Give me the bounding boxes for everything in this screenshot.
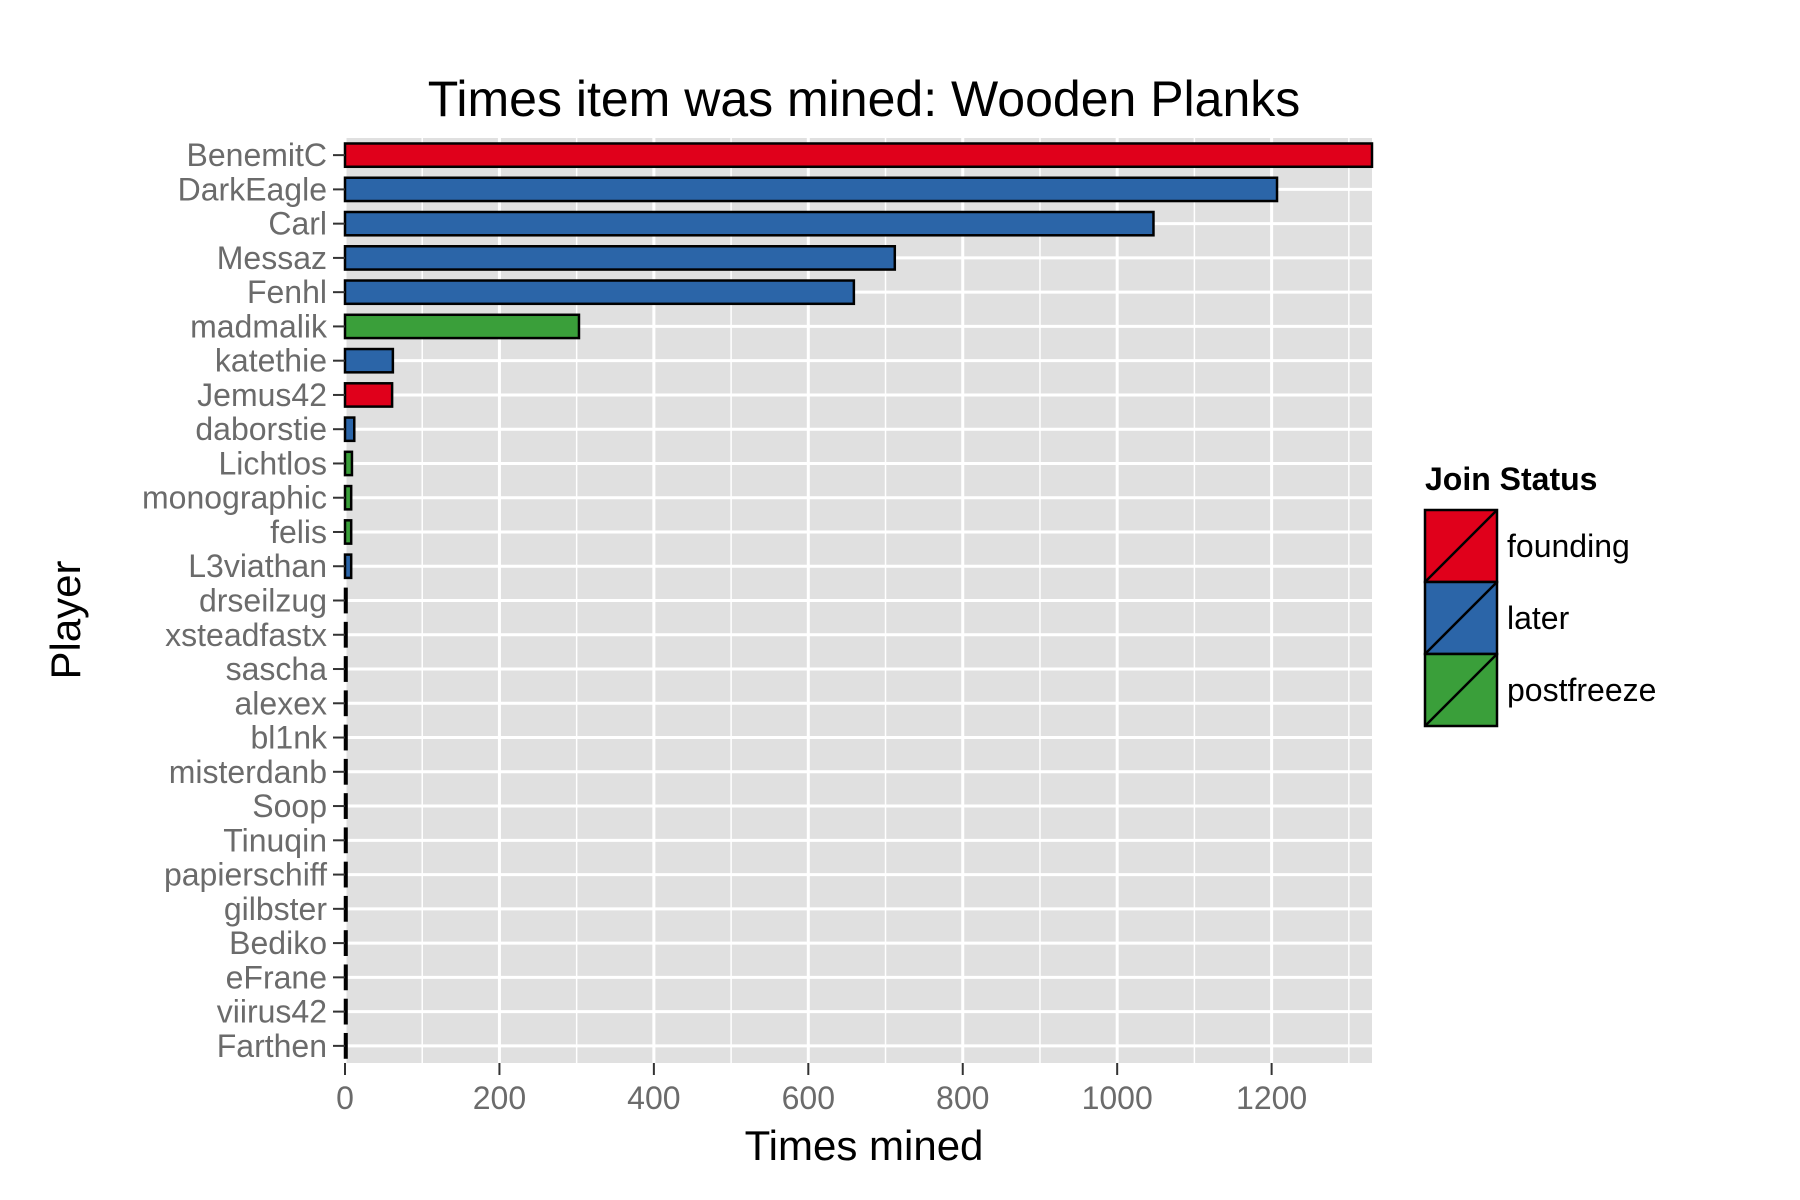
legend-title: Join Status bbox=[1425, 461, 1597, 497]
bar-papierschiff bbox=[343, 861, 348, 888]
y-tick-label: madmalik bbox=[190, 308, 328, 344]
y-tick-label: Carl bbox=[268, 206, 327, 242]
bar-bediko bbox=[343, 930, 348, 956]
x-tick-label: 800 bbox=[936, 1080, 989, 1116]
bar-carl bbox=[343, 210, 1155, 237]
x-tick-label: 200 bbox=[473, 1080, 526, 1116]
y-tick-label: xsteadfastx bbox=[165, 617, 327, 653]
y-tick-label: Bediko bbox=[229, 925, 327, 961]
legend-key-diagonal bbox=[1424, 509, 1498, 583]
y-tick-label: gilbster bbox=[224, 891, 328, 927]
y-tick-label: Jemus42 bbox=[197, 377, 327, 413]
y-tick-label: viirus42 bbox=[217, 994, 327, 1030]
y-tick-label: papierschiff bbox=[164, 857, 327, 893]
y-tick-label: sascha bbox=[226, 651, 328, 687]
y-tick-label: daborstie bbox=[195, 411, 327, 447]
y-tick-label: Messaz bbox=[217, 240, 327, 276]
bar-xsteadfastx bbox=[343, 621, 348, 648]
y-tick-label: alexex bbox=[235, 685, 328, 721]
y-tick-label: Lichtlos bbox=[219, 445, 328, 481]
bar-alexex bbox=[343, 690, 348, 717]
bar-felis bbox=[343, 519, 353, 545]
x-tick-label: 1200 bbox=[1236, 1080, 1307, 1116]
bar-fenhl bbox=[343, 279, 856, 306]
bar-viirus42 bbox=[343, 998, 348, 1025]
x-tick-label: 0 bbox=[336, 1080, 354, 1116]
y-tick-label: drseilzug bbox=[199, 583, 327, 619]
y-tick-label: monographic bbox=[142, 480, 327, 516]
legend: Join Status founding later postfreeze bbox=[1423, 461, 1656, 728]
y-tick-label: misterdanb bbox=[169, 754, 327, 790]
y-tick-label: Soop bbox=[252, 788, 327, 824]
bar-l3viathan bbox=[343, 553, 353, 580]
y-tick-label: eFrane bbox=[226, 959, 327, 995]
legend-key-diagonal bbox=[1424, 653, 1498, 727]
bar-tinuqin bbox=[343, 827, 348, 854]
y-tick-label: Farthen bbox=[217, 1028, 327, 1064]
bar-bl1nk bbox=[343, 724, 348, 751]
bar-benemitc bbox=[343, 142, 1374, 169]
bar-darkeagle bbox=[343, 176, 1279, 203]
x-axis-title: Times mined bbox=[745, 1122, 984, 1169]
y-tick-label: L3viathan bbox=[188, 548, 327, 584]
legend-label-founding: founding bbox=[1507, 528, 1630, 564]
bar-drseilzug bbox=[343, 587, 348, 614]
legend-label-later: later bbox=[1507, 600, 1570, 636]
y-axis-title: Player bbox=[42, 560, 89, 679]
bars bbox=[343, 142, 1374, 1059]
y-tick-label: DarkEagle bbox=[178, 171, 327, 207]
bar-jemus42 bbox=[343, 382, 394, 408]
bar-madmalik bbox=[343, 313, 581, 340]
x-tick-label: 400 bbox=[627, 1080, 680, 1116]
bar-monographic bbox=[343, 484, 353, 511]
x-tick-label: 600 bbox=[782, 1080, 835, 1116]
x-axis: 0 200 400 600 800 1000 1200 bbox=[336, 1063, 1307, 1116]
legend-key-diagonal bbox=[1424, 581, 1498, 655]
bar-gilbster bbox=[343, 895, 348, 922]
bar-farthen bbox=[343, 1032, 348, 1059]
bar-messaz bbox=[343, 245, 897, 271]
y-tick-label: bl1nk bbox=[251, 720, 329, 756]
bar-soop bbox=[343, 793, 348, 819]
y-tick-label: BenemitC bbox=[187, 137, 328, 173]
bar-sascha bbox=[343, 656, 348, 682]
legend-label-postfreeze: postfreeze bbox=[1507, 672, 1656, 708]
y-axis: BenemitCDarkEagleCarlMessazFenhlmadmalik… bbox=[142, 137, 345, 1064]
y-tick-label: Fenhl bbox=[247, 274, 327, 310]
bar-katethie bbox=[343, 347, 395, 374]
y-tick-label: katethie bbox=[215, 343, 327, 379]
bar-lichtlos bbox=[343, 450, 354, 477]
bar-daborstie bbox=[343, 416, 356, 443]
y-tick-label: Tinuqin bbox=[223, 822, 327, 858]
bar-efrane bbox=[343, 964, 348, 991]
y-tick-label: felis bbox=[270, 514, 327, 550]
bar-misterdanb bbox=[343, 758, 348, 785]
chart-title: Times item was mined: Wooden Planks bbox=[428, 71, 1301, 127]
x-tick-label: 1000 bbox=[1082, 1080, 1153, 1116]
